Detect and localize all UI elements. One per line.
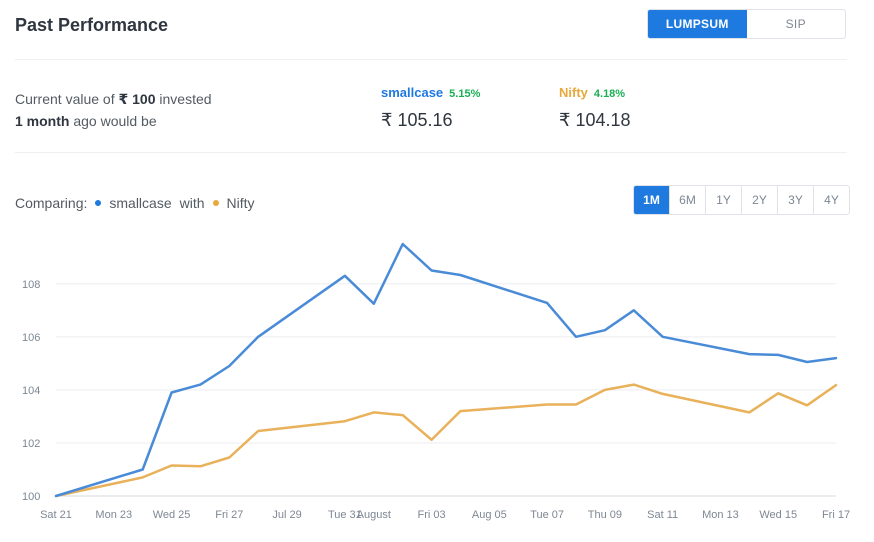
summary-prefix: Current value of: [15, 91, 119, 107]
y-tick-label: 100: [22, 491, 40, 503]
smallcase-return: 5.15%: [449, 88, 481, 100]
x-tick-label: Mon 13: [702, 509, 739, 521]
range-1m-button[interactable]: 1M: [634, 186, 669, 214]
divider-top: [15, 59, 847, 60]
summary-period-suffix: ago would be: [69, 113, 157, 129]
x-tick-label: Fri 03: [417, 509, 445, 521]
x-tick-label: Wed 15: [759, 509, 797, 521]
x-tick-label: Fri 17: [822, 509, 850, 521]
y-axis-labels: 100 102 104 106 108: [22, 279, 40, 503]
x-tick-label: Tue 07: [530, 509, 564, 521]
x-tick-label: Thu 09: [588, 509, 622, 521]
y-tick-label: 104: [22, 385, 40, 397]
nifty-legend-dot: [212, 200, 219, 206]
page-title: Past Performance: [15, 15, 169, 35]
investment-mode-toggle: LUMPSUM SIP: [647, 9, 846, 39]
nifty-return: 4.18%: [593, 88, 626, 100]
smallcase-name: smallcase: [381, 85, 444, 100]
x-tick-label: Wed 25: [153, 509, 191, 521]
investment-summary: Current value of ₹ 100 invested 1 month …: [15, 88, 212, 132]
y-tick-label: 102: [22, 438, 40, 450]
x-tick-label: Aug 05: [472, 509, 507, 521]
performance-chart: 100 102 104 106 108 Sat 21 Mon 23 Wed 25 Fri 27…: [22, 242, 850, 521]
smallcase-value: ₹ 105.16: [381, 110, 453, 130]
x-tick-label: Mon 23: [95, 509, 132, 521]
y-tick-label: 108: [22, 279, 40, 291]
x-tick-label: Jul 29: [272, 509, 301, 521]
x-axis-labels: Sat 21 Mon 23 Wed 25 Fri 27 Jul 29 Tue 31Augu…: [40, 509, 850, 521]
chart-series: [54, 242, 838, 498]
x-tick-label: August: [357, 509, 391, 521]
nifty-metric: Nifty 4.18% ₹ 104.18: [559, 84, 631, 131]
summary-period: 1 month: [15, 113, 70, 129]
chart-grid: [56, 283, 836, 497]
comparison-legend: Comparing: smallcase with Nifty: [15, 195, 255, 211]
range-6m-button[interactable]: 6M: [669, 186, 705, 214]
legend-with: with: [179, 195, 205, 211]
range-4y-button[interactable]: 4Y: [813, 186, 849, 214]
nifty-name: Nifty: [559, 85, 588, 100]
smallcase-metric: smallcase 5.15% ₹ 105.16: [381, 84, 480, 131]
time-range-selector: 1M 6M 1Y 2Y 3Y 4Y: [633, 185, 850, 215]
series-line-nifty: [54, 383, 838, 498]
x-tick-label: Sat 11: [647, 509, 678, 521]
summary-suffix: invested: [155, 91, 212, 107]
nifty-value: ₹ 104.18: [559, 110, 631, 130]
x-tick-label: Fri 27: [215, 509, 243, 521]
range-1y-button[interactable]: 1Y: [705, 186, 741, 214]
lumpsum-button[interactable]: LUMPSUM: [648, 10, 747, 38]
summary-amount: ₹ 100: [118, 91, 156, 107]
legend-smallcase: smallcase: [109, 195, 172, 211]
range-2y-button[interactable]: 2Y: [741, 186, 777, 214]
series-line-smallcase: [54, 242, 838, 498]
y-tick-label: 106: [22, 332, 40, 344]
range-3y-button[interactable]: 3Y: [777, 186, 813, 214]
divider-middle: [15, 152, 847, 153]
smallcase-legend-dot: [95, 200, 102, 206]
x-tick-label: Sat 21: [40, 509, 72, 521]
sip-button[interactable]: SIP: [785, 17, 806, 31]
comparing-label: Comparing:: [15, 195, 88, 211]
x-tick-label: Tue 31: [328, 509, 362, 521]
legend-nifty: Nifty: [226, 195, 255, 211]
